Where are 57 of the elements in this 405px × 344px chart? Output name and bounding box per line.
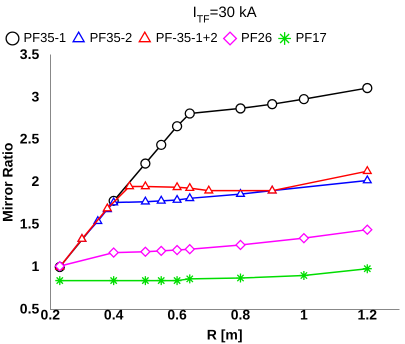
point [140,275,151,286]
point [298,233,310,244]
y-tick-label: 1.5 [20,215,40,232]
point [140,158,151,169]
legend-label: PF17 [296,30,327,46]
point [236,188,246,197]
legend-label: PF26 [241,30,272,46]
point [362,224,372,235]
point [298,94,310,104]
point [184,108,195,119]
point [156,196,166,204]
x-tick-label: 0.8 [230,306,250,323]
x-tick-label: 1 [300,306,308,323]
point [108,247,119,258]
legend-label: PF35-2 [90,30,132,46]
point [54,275,65,286]
x-tick-label: 1.2 [358,306,378,323]
y-tick-label: 0.5 [20,300,40,316]
point [140,196,150,205]
point [184,274,195,284]
point [156,246,166,256]
y-tick-label: 3.5 [20,46,40,62]
point [184,244,195,254]
x-tick-label: 0.2 [40,306,60,323]
point [235,240,246,250]
y-axis-title: Mirror Ratio [0,142,16,222]
point [185,193,194,202]
point [235,103,246,114]
point [172,121,182,132]
point [108,275,119,286]
point [172,275,182,286]
point [298,270,310,281]
x-tick-label: 0.4 [104,306,124,323]
point [172,194,182,203]
y-tick-label: 2 [31,173,40,190]
point [235,272,246,284]
point [172,182,182,190]
legend-label: PF35-1 [24,30,66,46]
x-axis-title: R [m] [206,326,243,342]
point [204,186,214,194]
point [362,166,372,174]
y-tick-label: 3 [31,88,40,104]
point [156,140,166,150]
point [267,99,278,110]
point [172,244,182,256]
point [140,181,150,190]
point [185,182,194,192]
point [362,82,372,94]
point [124,181,134,190]
point [140,246,151,257]
point [362,264,372,274]
legend-label: PF-35-1+2 [156,30,218,46]
y-tick-label: 1 [31,258,40,274]
x-tick-label: 0.6 [167,306,188,323]
y-tick-label: 2.5 [20,130,40,147]
point [156,275,166,286]
point [362,175,372,184]
